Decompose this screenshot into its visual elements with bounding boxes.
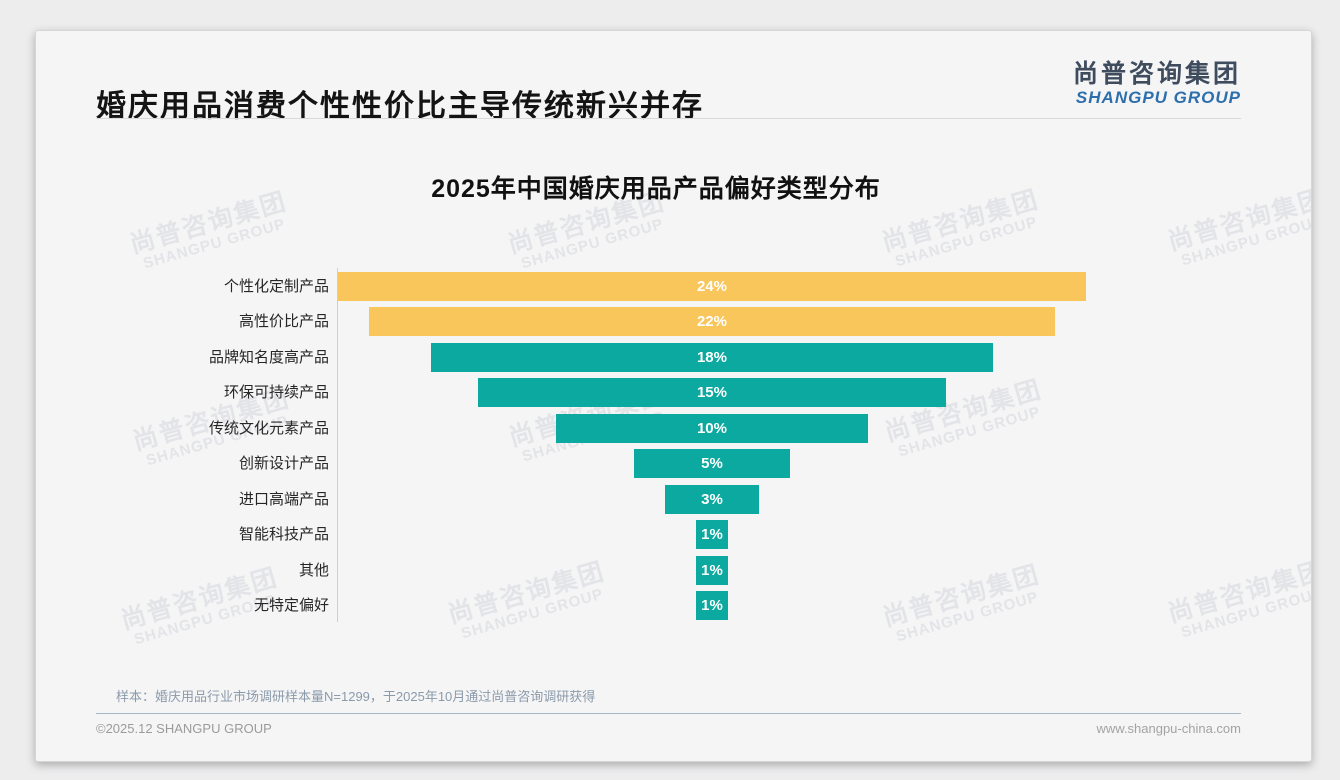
category-label: 智能科技产品 xyxy=(238,526,329,544)
bar-value-label: 15% xyxy=(696,384,727,402)
company-logo: 尚普咨询集团 SHANGPU GROUP xyxy=(1073,59,1241,108)
category-label: 高性价比产品 xyxy=(238,313,329,331)
funnel-bar: 1% xyxy=(696,555,728,585)
category-label: 创新设计产品 xyxy=(238,455,329,473)
category-label: 环保可持续产品 xyxy=(223,384,329,402)
chart-title: 2025年中国婚庆用品产品偏好类型分布 xyxy=(431,175,881,203)
page-title: 婚庆用品消费个性性价比主导传统新兴并存 xyxy=(96,90,704,123)
category-label: 传统文化元素产品 xyxy=(208,419,329,437)
bar-value-label: 10% xyxy=(696,419,727,437)
category-label: 品牌知名度高产品 xyxy=(208,348,329,366)
logo-chinese-text: 尚普咨询集团 xyxy=(1072,60,1241,88)
funnel-bar: 10% xyxy=(556,413,868,443)
funnel-bar: 1% xyxy=(696,520,728,550)
funnel-bar: 3% xyxy=(665,484,759,514)
category-label: 个性化定制产品 xyxy=(223,278,329,295)
bar-value-label: 24% xyxy=(696,278,727,295)
slide-card: 尚普咨询集团 SHANGPU GROUP 尚普咨询集团 SHANGPU GROUP 尚普… xyxy=(35,30,1312,762)
category-label: 无特定偏好 xyxy=(253,597,329,615)
funnel-bar: 1% xyxy=(696,591,728,621)
funnel-bar-chart: 个性化定制产品 24% 高性价比产品 22% 品牌知名度高产品 18% 环保可持续产品 15%… xyxy=(36,31,1311,761)
sample-note: 样本：婚庆用品行业市场调研样本量N=1299，于2025年10月通过尚普咨询调研… xyxy=(116,689,596,704)
funnel-bar: 22% xyxy=(369,307,1055,337)
bar-value-label: 18% xyxy=(696,348,727,366)
bar-value-label: 5% xyxy=(701,455,723,473)
category-label: 其他 xyxy=(298,561,329,579)
bar-value-label: 1% xyxy=(701,526,723,544)
footer-divider xyxy=(96,713,1241,714)
bar-value-label: 22% xyxy=(696,313,727,331)
logo-english-text: SHANGPU GROUP xyxy=(1075,88,1241,107)
category-label: 进口高端产品 xyxy=(238,490,329,508)
website-url: www.shangpu-china.com xyxy=(1096,721,1241,736)
funnel-bar: 24% xyxy=(337,272,1087,301)
y-axis-line xyxy=(337,268,338,622)
funnel-bar: 5% xyxy=(634,449,790,479)
copyright-text: ©2025.12 SHANGPU GROUP xyxy=(96,721,272,736)
bar-value-label: 3% xyxy=(701,490,723,508)
bar-value-label: 1% xyxy=(701,597,723,615)
funnel-bar: 15% xyxy=(478,378,946,408)
funnel-bar: 18% xyxy=(431,342,993,372)
bar-value-label: 1% xyxy=(701,561,723,579)
header-divider xyxy=(96,118,1241,119)
